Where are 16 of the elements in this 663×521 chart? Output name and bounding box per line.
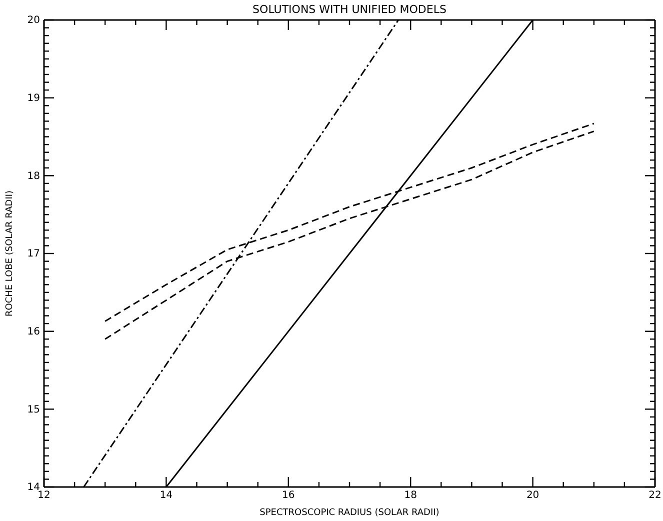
chart-title: SOLUTIONS WITH UNIFIED MODELS (252, 3, 446, 16)
y-tick-label: 20 (27, 15, 40, 26)
x-tick-label: 20 (526, 490, 540, 502)
y-axis-title: ROCHE LOBE (SOLAR RADII) (5, 190, 15, 317)
y-tick-label: 19 (27, 93, 40, 104)
x-tick-label: 12 (38, 490, 50, 502)
y-tick-label: 17 (27, 248, 40, 260)
y-tick-label: 18 (27, 170, 40, 182)
y-tick-label: 14 (27, 482, 40, 494)
x-tick-label: 22 (648, 490, 662, 502)
y-tick-label: 16 (27, 326, 40, 338)
x-tick-label: 16 (282, 490, 295, 502)
x-axis-title: SPECTROSCOPIC RADIUS (SOLAR RADII) (260, 508, 440, 518)
y-tick-label: 15 (27, 404, 40, 416)
x-tick-label: 18 (404, 490, 417, 502)
x-tick-label: 14 (160, 490, 173, 502)
